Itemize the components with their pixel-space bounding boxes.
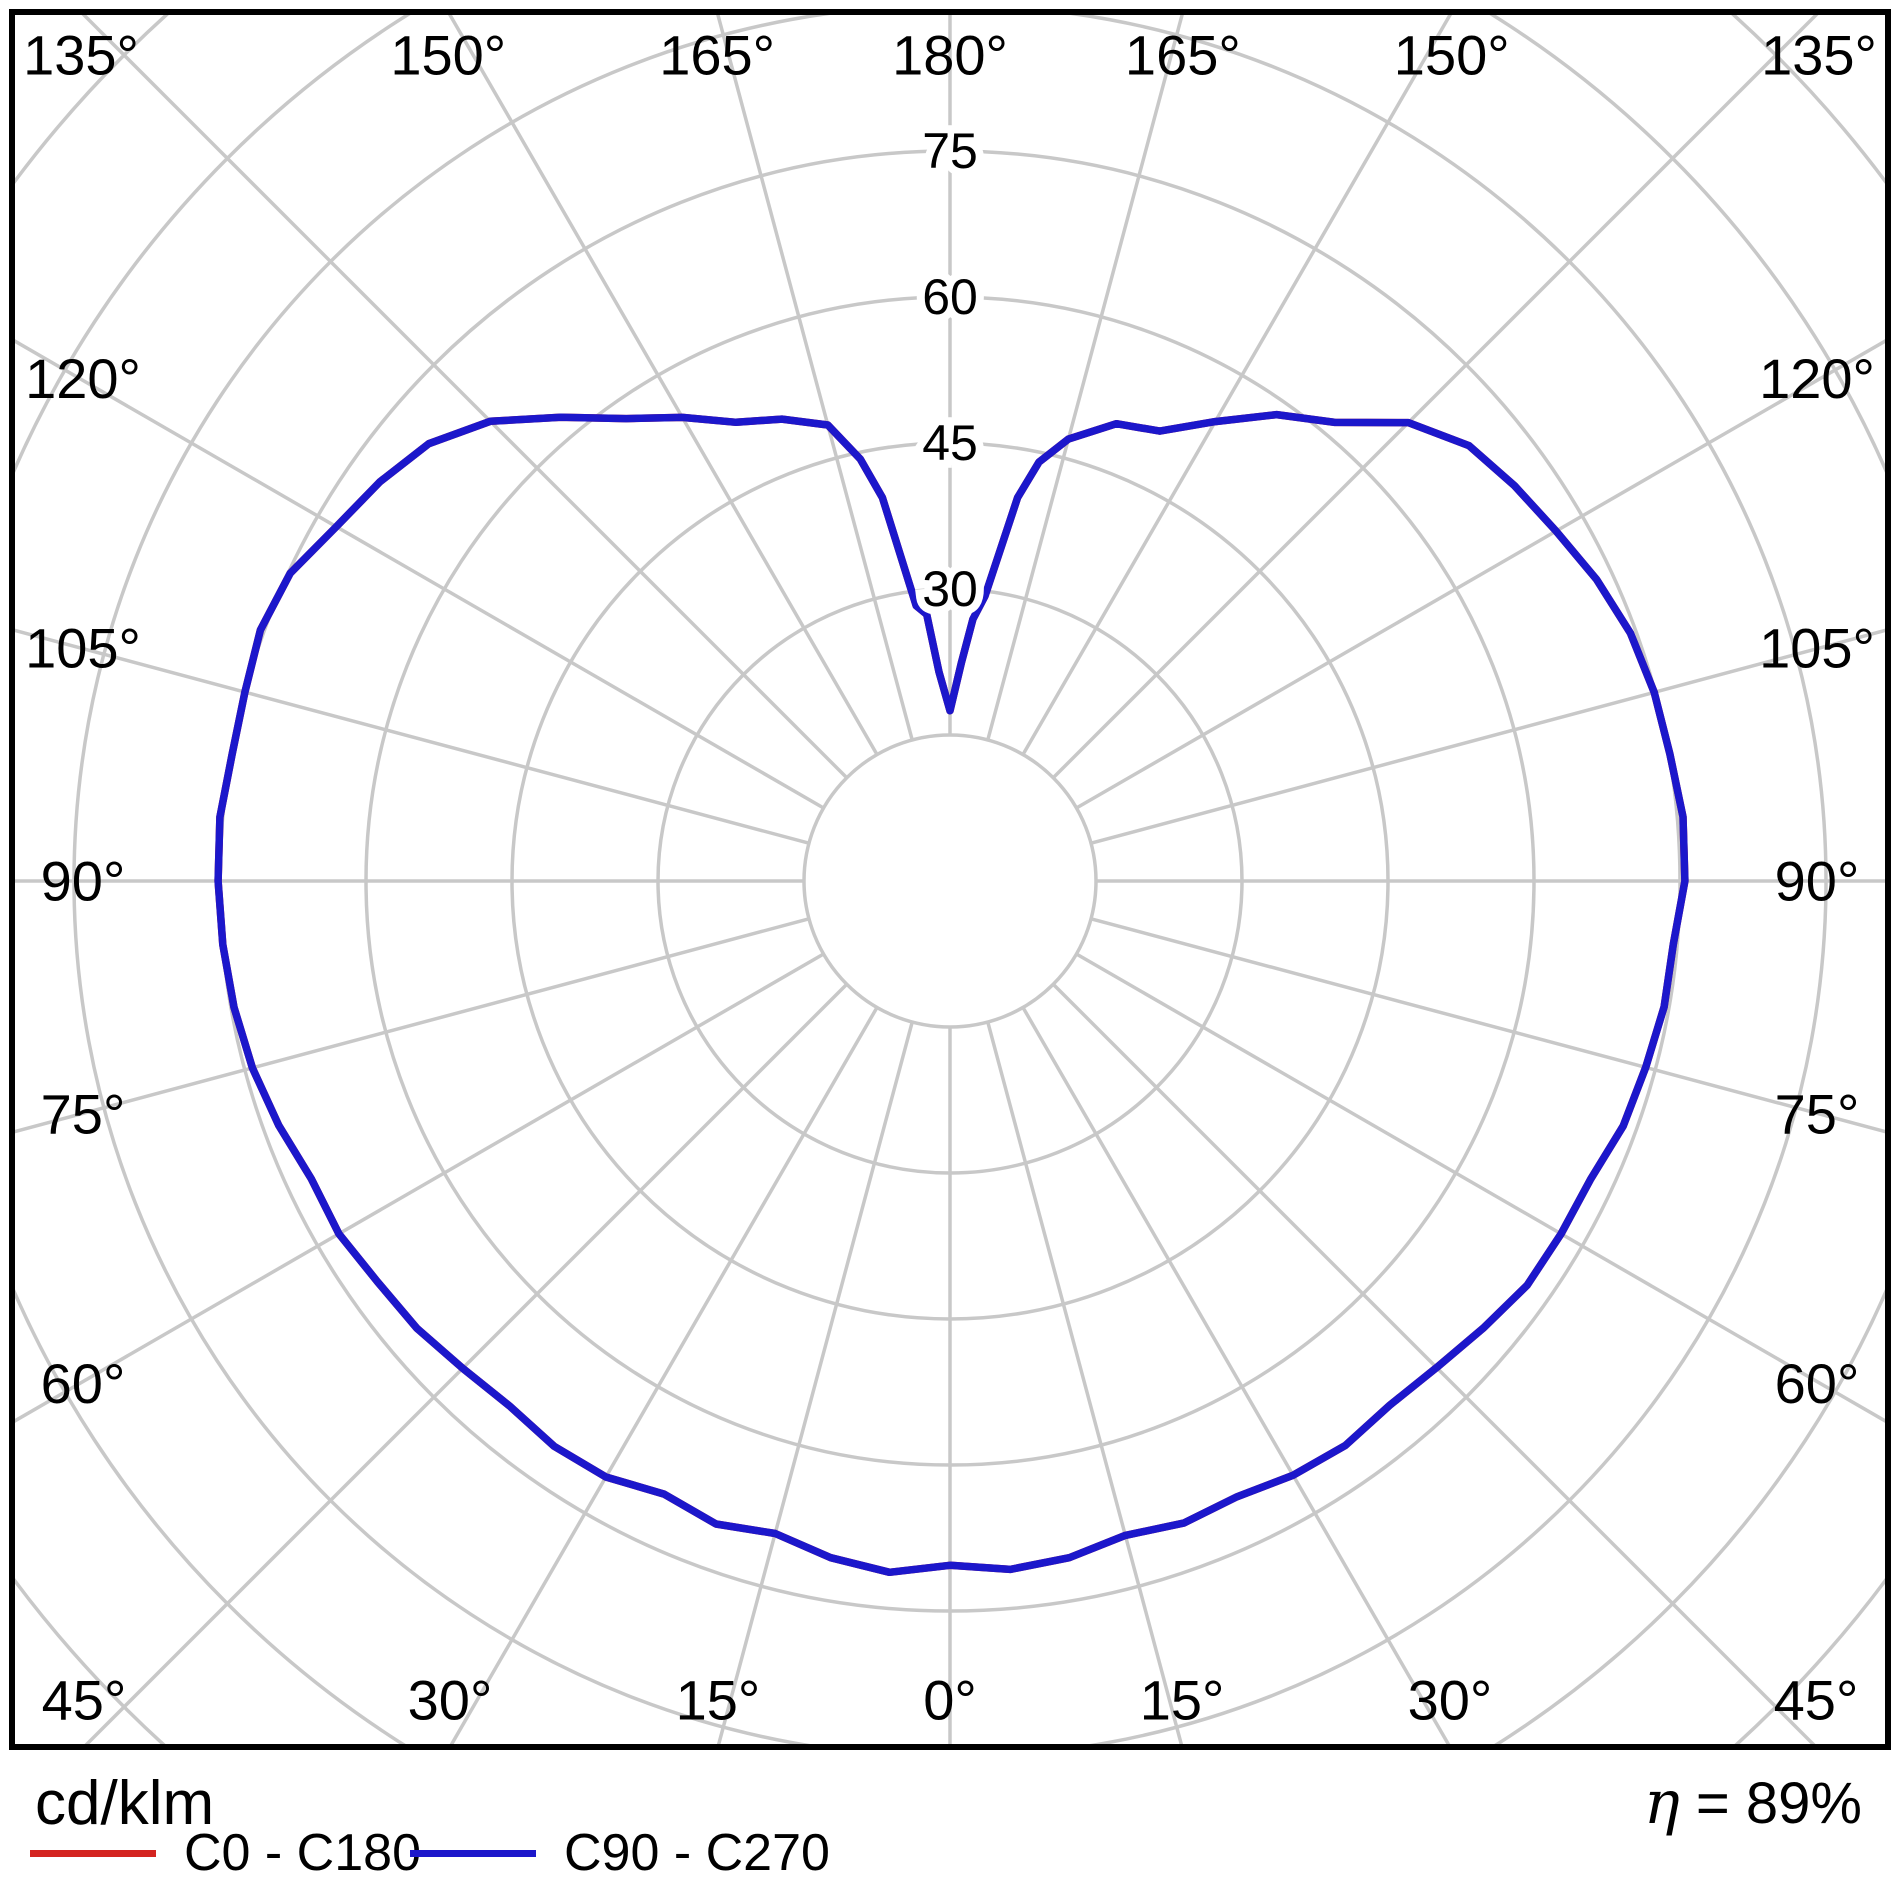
angle-label-top-5: 150° xyxy=(1394,24,1510,87)
angle-label-top-2: 165° xyxy=(659,24,775,87)
grid-spoke xyxy=(1021,1006,1451,1744)
grid-spoke xyxy=(1075,339,1885,810)
grid-spoke xyxy=(447,15,879,756)
angle-label-left-0: 120° xyxy=(25,347,141,410)
efficiency-label: η = 89% xyxy=(1644,1768,1862,1838)
grid-spoke xyxy=(84,983,848,1744)
angle-label-left-2: 90° xyxy=(41,850,126,913)
grid-spoke xyxy=(716,15,914,741)
angle-label-top-0: 135° xyxy=(23,24,139,87)
grid-ring xyxy=(802,733,1098,1029)
angle-label-top-4: 165° xyxy=(1125,24,1241,87)
angle-label-right-1: 105° xyxy=(1759,616,1875,679)
angle-label-bottom-0: 45° xyxy=(42,1669,127,1732)
angle-label-bottom-6: 45° xyxy=(1774,1669,1859,1732)
angle-label-bottom-4: 15° xyxy=(1140,1669,1225,1732)
grid-spoke xyxy=(716,1021,914,1744)
grid-spoke xyxy=(1090,628,1885,845)
legend-item-c90-c270: C90 - C270 xyxy=(410,1824,830,1882)
grid-spoke xyxy=(1052,983,1816,1744)
grid-spoke xyxy=(986,1021,1184,1744)
angle-label-top-1: 150° xyxy=(390,24,506,87)
grid-spoke xyxy=(1021,15,1453,756)
angle-label-top-3: 180° xyxy=(892,24,1008,87)
legend-item-c0-c180: C0 - C180 xyxy=(30,1824,421,1882)
angle-label-bottom-3: 0° xyxy=(923,1669,977,1732)
curve-c90-c270 xyxy=(214,410,1689,1577)
legend-swatch-blue xyxy=(410,1849,536,1857)
angle-label-right-3: 75° xyxy=(1775,1083,1860,1146)
angle-label-left-3: 75° xyxy=(41,1083,126,1146)
angle-label-bottom-5: 30° xyxy=(1408,1669,1493,1732)
angle-label-right-4: 60° xyxy=(1775,1352,1860,1415)
angle-label-bottom-2: 15° xyxy=(676,1669,761,1732)
ring-label-30: 30 xyxy=(922,561,978,617)
angle-label-left-1: 105° xyxy=(25,616,141,679)
plot-border xyxy=(9,9,1891,1750)
grid-spoke xyxy=(15,339,825,810)
efficiency-value: = 89% xyxy=(1695,1771,1862,1836)
ring-label-60: 60 xyxy=(922,269,978,325)
grid-spoke xyxy=(15,952,825,1423)
angle-label-left-4: 60° xyxy=(41,1352,126,1415)
legend-label-c90-c270: C90 - C270 xyxy=(564,1824,830,1882)
angle-label-bottom-1: 30° xyxy=(408,1669,493,1732)
grid-spoke xyxy=(15,917,810,1134)
grid-spoke xyxy=(449,1006,879,1744)
eta-symbol: η xyxy=(1643,1768,1680,1838)
grid-spoke xyxy=(1052,15,1819,779)
grid-spoke xyxy=(986,15,1184,741)
ring-label-75: 75 xyxy=(922,123,978,179)
grid-spoke xyxy=(1075,952,1885,1423)
grid-spoke xyxy=(81,15,848,779)
angle-label-right-2: 90° xyxy=(1775,850,1860,913)
legend-label-c0-c180: C0 - C180 xyxy=(184,1824,421,1882)
angle-label-right-0: 120° xyxy=(1759,347,1875,410)
grid-spoke xyxy=(15,628,810,845)
angle-label-top-6: 135° xyxy=(1761,24,1877,87)
legend-swatch-red xyxy=(30,1849,156,1857)
ring-label-45: 45 xyxy=(922,415,978,471)
grid-spoke xyxy=(1090,917,1885,1134)
unit-label: cd/klm xyxy=(35,1769,215,1838)
